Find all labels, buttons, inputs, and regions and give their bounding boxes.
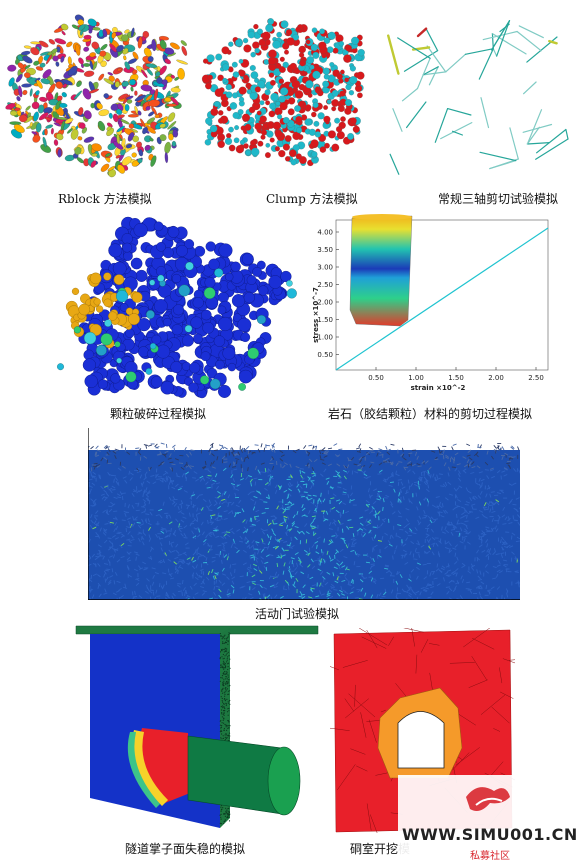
y-tick-label: 1.50 bbox=[317, 316, 333, 324]
y-tick-label: 0.50 bbox=[317, 351, 333, 359]
y-tick-label: 4.00 bbox=[317, 229, 333, 237]
velocity-vectors bbox=[88, 442, 520, 600]
y-tick-label: 3.00 bbox=[317, 264, 333, 272]
stress-strain-line bbox=[335, 227, 549, 371]
y-tick-label: 2.00 bbox=[317, 299, 333, 307]
caption-clump: Clump 方法模拟 bbox=[266, 192, 358, 206]
tunnel-top-plate bbox=[75, 625, 319, 635]
caption-chamber: 硐室开挖模 bbox=[350, 842, 411, 856]
x-tick-label: 1.50 bbox=[448, 374, 464, 382]
x-axis-label: strain ×10^-2 bbox=[411, 384, 466, 392]
trapdoor-image bbox=[88, 428, 520, 600]
force-chain-network bbox=[386, 20, 569, 175]
stress-strain-plot: 4.00 3.50 3.00 2.50 2.00 1.50 1.00 0.50 0.50 1.00… bbox=[312, 214, 549, 392]
caption-rblock: Rblock 方法模拟 bbox=[58, 192, 152, 206]
watermark: WWW.SIMU001.CN 私募社区 bbox=[398, 775, 580, 866]
trapdoor-velocity-field bbox=[88, 428, 520, 600]
caption-trapdoor: 活动门试验模拟 bbox=[255, 607, 340, 621]
particle-spheres bbox=[57, 216, 297, 399]
tunnel-face-image bbox=[70, 618, 325, 833]
caption-triaxial: 常规三轴剪切试验模拟 bbox=[438, 192, 559, 206]
force-chains bbox=[386, 20, 569, 175]
caption-particle: 颗粒破碎过程模拟 bbox=[110, 407, 207, 421]
particle-breakage-render bbox=[57, 216, 297, 399]
rock-specimen-cylinder bbox=[349, 214, 413, 327]
particle-breakage-image bbox=[35, 205, 305, 400]
y-tick-label: 3.50 bbox=[317, 246, 333, 254]
chamber-opening bbox=[397, 711, 445, 769]
rblock-cube bbox=[5, 14, 188, 178]
watermark-site: WWW.SIMU001.CN bbox=[402, 825, 578, 844]
caption-rock-shear: 岩石（胶结颗粒）材料的剪切过程模拟 bbox=[328, 407, 533, 421]
clump-image bbox=[195, 5, 370, 175]
rblock-grains bbox=[5, 14, 188, 178]
y-tick-label: 1.00 bbox=[317, 334, 333, 342]
x-tick-label: 1.00 bbox=[408, 374, 424, 382]
clump-cube bbox=[201, 18, 365, 167]
clump-particles bbox=[201, 18, 365, 167]
tunnel-face-render bbox=[75, 625, 319, 828]
rblock-image bbox=[0, 5, 190, 180]
watermark-logo-icon bbox=[466, 787, 510, 811]
caption-tunnel: 隧道掌子面失稳的模拟 bbox=[125, 842, 246, 856]
x-tick-label: 2.00 bbox=[488, 374, 504, 382]
triaxial-image bbox=[375, 10, 575, 180]
watermark-tagline: 私募社区 bbox=[470, 851, 510, 862]
y-tick-label: 2.50 bbox=[317, 281, 333, 289]
rock-shear-plot: 4.00 3.50 3.00 2.50 2.00 1.50 1.00 0.50 0.50 1.00… bbox=[308, 210, 553, 400]
x-tick-label: 2.50 bbox=[528, 374, 544, 382]
y-axis-label: stress ×10^-7 bbox=[312, 287, 320, 343]
x-tick-label: 0.50 bbox=[368, 374, 384, 382]
